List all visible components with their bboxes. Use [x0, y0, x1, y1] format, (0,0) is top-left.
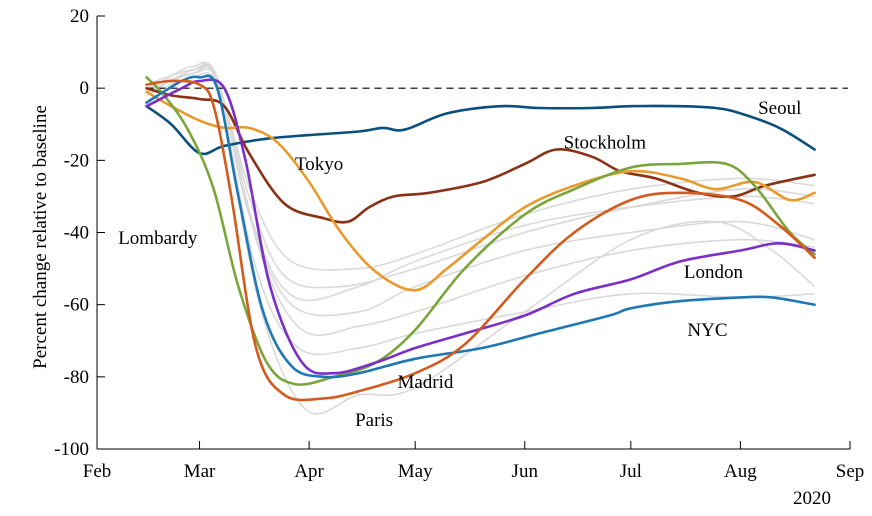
series-label-seoul: Seoul: [758, 98, 801, 119]
series-line-nyc: [145, 74, 816, 379]
series-line-stockholm: [145, 86, 816, 224]
y-tick-label: -60: [64, 295, 89, 316]
y-tick-label: -40: [64, 223, 89, 244]
x-tick-label: Mar: [184, 461, 216, 482]
series-line-paris: [145, 79, 816, 402]
series-label-lombardy: Lombardy: [118, 228, 198, 249]
series-label-nyc: NYC: [687, 320, 727, 341]
year-label: 2020: [793, 488, 831, 509]
x-ticks: Feb Mar Apr May Jun Jul Aug Sep: [83, 441, 865, 482]
y-tick-label: -20: [64, 150, 89, 171]
y-tick-label: -100: [54, 439, 89, 460]
y-tick-label: 20: [70, 6, 89, 27]
x-tick-label: Feb: [83, 461, 112, 482]
x-tick-label: Aug: [724, 461, 757, 482]
series-line-seoul: [145, 104, 816, 156]
series-lines: [145, 74, 816, 402]
series-label-stockholm: Stockholm: [564, 132, 647, 153]
series-label-paris: Paris: [355, 410, 393, 431]
series-label-madrid: Madrid: [397, 372, 453, 393]
y-ticks: 20 0 -20 -40 -60 -80 -100: [54, 6, 105, 460]
series-label-tokyo: Tokyo: [295, 154, 343, 175]
y-axis-title: Percent change relative to baseline: [30, 105, 51, 369]
series-line-london: [145, 78, 816, 375]
series-line-lombardy: [145, 76, 816, 386]
x-tick-label: Apr: [294, 461, 324, 482]
x-tick-label: Sep: [836, 461, 865, 482]
series-labels: Seoul Stockholm Tokyo Lombardy London NYC Madr…: [118, 98, 801, 431]
x-tick-label: Jun: [512, 461, 539, 482]
y-tick-label: -80: [64, 367, 89, 388]
y-tick-label: 0: [80, 78, 90, 99]
x-tick-label: May: [398, 461, 433, 482]
x-tick-label: Jul: [620, 461, 642, 482]
series-label-london: London: [684, 262, 744, 283]
